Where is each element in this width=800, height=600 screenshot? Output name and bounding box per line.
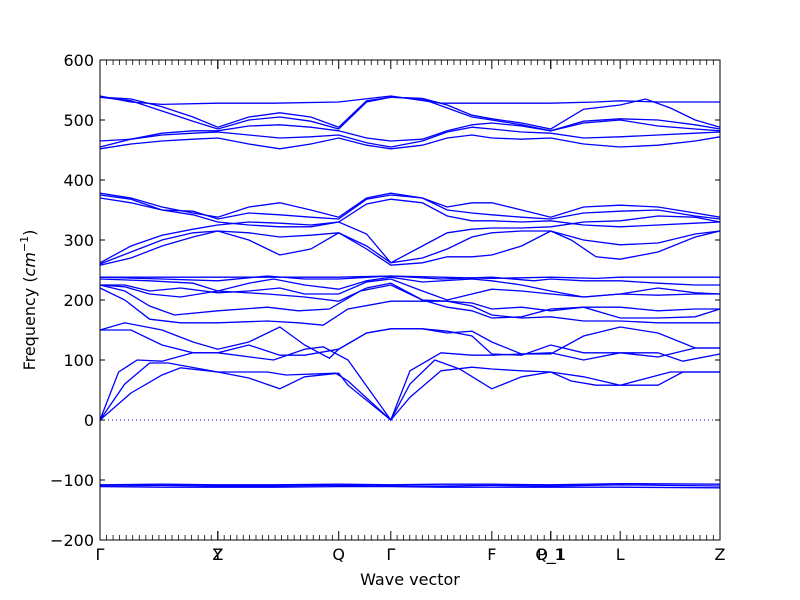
band-8 [100, 278, 720, 301]
y-ticks: −200 −100 0 100 200 300 400 500 600 [50, 51, 720, 550]
band-12 [99, 230, 721, 266]
band-7 [99, 282, 720, 312]
plot-frame [99, 59, 721, 541]
x-tick-label: Y [212, 545, 223, 564]
y-axis-label-main: Frequency ( [20, 276, 39, 370]
band-4 [99, 322, 720, 359]
x-ticks: Γ ZY Q Γ F P_1Q_1 L Z [96, 60, 726, 565]
x-tick-label: Z [212, 545, 223, 564]
x-axis-label: Wave vector [360, 570, 460, 589]
band-26 [99, 485, 721, 489]
y-axis-label-close: ) [20, 230, 39, 236]
band-5 [99, 287, 720, 326]
band-11 [100, 275, 720, 280]
band-19 [99, 126, 721, 148]
x-tick-label: Γ [96, 545, 105, 564]
band-22 [99, 96, 721, 130]
band-20 [99, 119, 721, 142]
y-axis-label-unit: cm [20, 252, 39, 276]
y-tick-label: 500 [63, 111, 94, 130]
band-14 [99, 215, 721, 264]
band-21 [99, 96, 721, 132]
band-18 [99, 134, 721, 150]
y-tick-label: −100 [50, 471, 94, 490]
band-17 [99, 192, 721, 218]
band-0 [99, 366, 720, 421]
band-23 [99, 95, 720, 106]
x-tick-label: Q_1 [535, 545, 566, 565]
y-tick-label: 300 [63, 231, 94, 250]
minor-ticks [106, 60, 714, 540]
band-15 [99, 197, 721, 228]
x-tick-label: Γ [386, 545, 395, 564]
x-tick-label: L [616, 545, 625, 564]
bands [99, 95, 721, 489]
band-13 [99, 230, 721, 265]
y-tick-label: −200 [50, 531, 94, 550]
x-tick-label: Q [332, 545, 345, 564]
y-tick-label: 200 [63, 291, 94, 310]
y-axis-label-exp: −1 [18, 236, 31, 252]
band-24 [99, 482, 721, 486]
x-tick-label: Z [715, 545, 726, 564]
y-tick-label: 0 [84, 411, 94, 430]
band-2 [99, 346, 721, 422]
y-tick-label: 100 [63, 351, 94, 370]
y-tick-label: 600 [63, 51, 94, 70]
x-tick-label: P_1 [537, 545, 565, 565]
x-tick-label: F [487, 545, 496, 564]
y-tick-label: 400 [63, 171, 94, 190]
y-axis-label: Frequency (cm−1) [18, 230, 39, 371]
band-9 [99, 276, 721, 298]
